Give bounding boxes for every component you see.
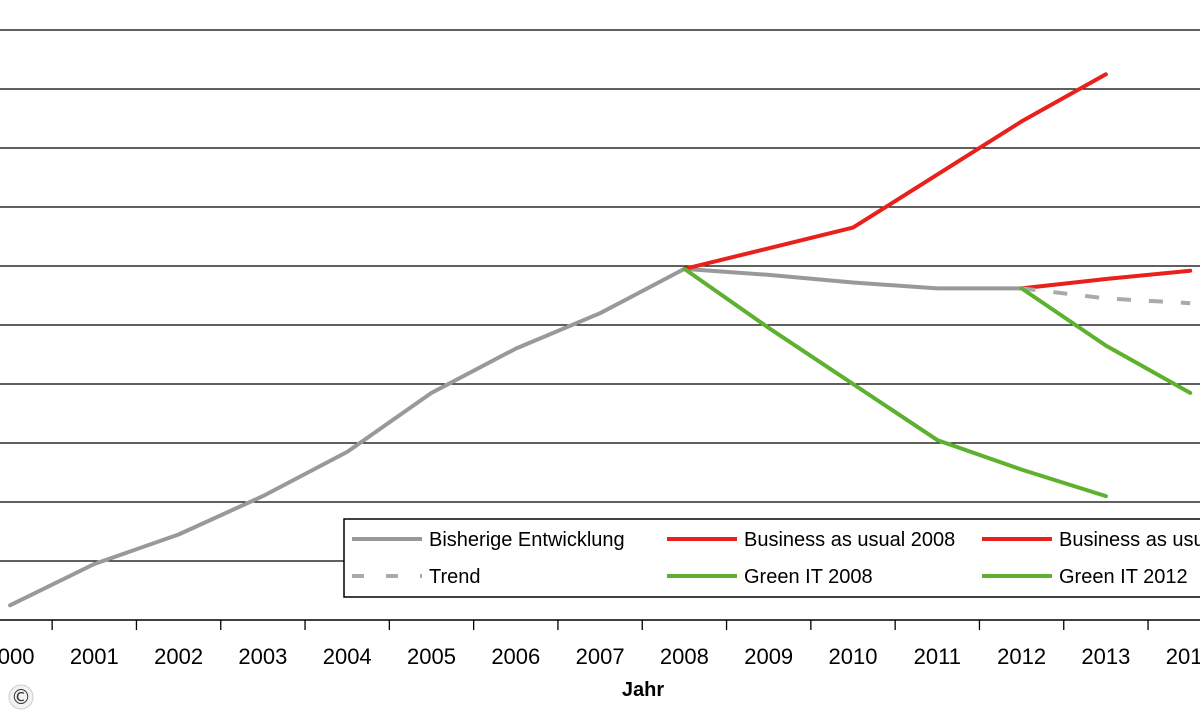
x-tick-label: 2009 bbox=[744, 644, 793, 669]
series-line-2 bbox=[682, 72, 1108, 271]
series-line-4 bbox=[1021, 286, 1191, 306]
x-tick-label: 2003 bbox=[238, 644, 287, 669]
legend-label-5: Green IT 2008 bbox=[744, 566, 873, 588]
legend: Bisherige Entwicklung Business as usual 2… bbox=[343, 518, 1200, 598]
series-line-1 bbox=[8, 266, 1024, 608]
x-tick-label: 2008 bbox=[660, 644, 709, 669]
copyright-icon: © bbox=[8, 684, 34, 710]
copyright-symbol: © bbox=[11, 685, 31, 709]
series-line-6 bbox=[1019, 286, 1193, 395]
x-axis: 2000 2001 2002 2003 2004 2005 2006 2007 2008 2009… bbox=[0, 619, 1200, 669]
x-tick-label: 2002 bbox=[154, 644, 203, 669]
legend-label-4: Trend bbox=[429, 566, 481, 588]
legend-label-1: Bisherige Entwicklung bbox=[429, 529, 625, 551]
x-tick-label: 2011 bbox=[914, 644, 961, 669]
gridlines bbox=[0, 29, 1200, 562]
x-axis-title: Jahr bbox=[622, 679, 664, 701]
series-lines bbox=[8, 72, 1193, 608]
x-tick-label: 2005 bbox=[407, 644, 456, 669]
x-tick-label: 2013 bbox=[1081, 644, 1130, 669]
legend-box bbox=[343, 518, 1200, 598]
series-line-3 bbox=[1019, 268, 1193, 291]
x-tick-label: 2001 bbox=[70, 644, 119, 669]
legend-label-6: Green IT 2012 bbox=[1059, 566, 1188, 588]
x-tick-label: 2004 bbox=[323, 644, 372, 669]
x-tick-label: 2012 bbox=[997, 644, 1046, 669]
x-tick-label: 2006 bbox=[491, 644, 540, 669]
x-tick-label: 2010 bbox=[829, 644, 878, 669]
x-tick-label: 2000 bbox=[0, 644, 34, 669]
series-line-5 bbox=[682, 266, 1108, 499]
legend-label-2: Business as usual 2008 bbox=[744, 529, 955, 551]
x-tick-label: 2014 bbox=[1166, 644, 1200, 669]
x-tick-label: 2007 bbox=[576, 644, 625, 669]
legend-label-3: Business as usual 2012 bbox=[1059, 529, 1200, 551]
